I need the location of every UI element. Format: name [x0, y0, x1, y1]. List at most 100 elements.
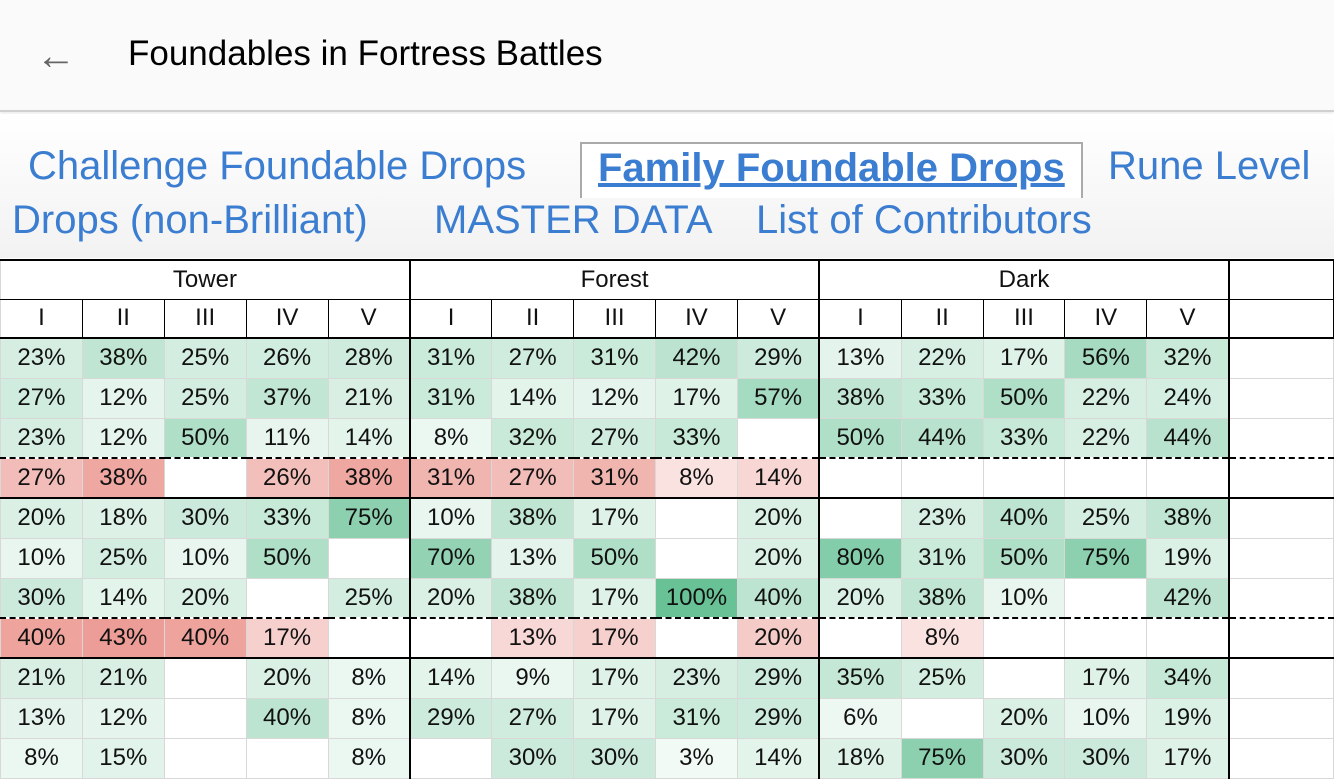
drop-rate-cell[interactable]: 31% — [573, 337, 656, 379]
drop-rate-cell[interactable]: 27% — [573, 417, 656, 459]
drop-rate-cell[interactable]: 21% — [327, 377, 411, 419]
drop-rate-cell[interactable]: 28% — [327, 337, 411, 379]
drop-rate-cell[interactable] — [245, 577, 329, 619]
drop-rate-cell[interactable]: 30% — [491, 737, 575, 779]
drop-rate-cell[interactable]: 21% — [0, 657, 83, 699]
drop-rate-cell[interactable]: 8% — [0, 737, 83, 779]
drop-rate-cell[interactable]: 33% — [900, 377, 984, 419]
drop-rate-cell[interactable]: 23% — [900, 497, 984, 539]
drop-rate-cell[interactable]: 13% — [818, 337, 902, 379]
drop-rate-cell[interactable]: 10% — [409, 497, 493, 539]
drop-rate-cell[interactable]: 33% — [245, 497, 329, 539]
drop-rate-cell[interactable]: 25% — [81, 537, 165, 579]
drop-rate-cell[interactable] — [900, 457, 984, 499]
drop-rate-cell[interactable]: 32% — [1146, 337, 1230, 379]
drop-rate-cell[interactable]: 38% — [81, 457, 165, 499]
drop-rate-cell[interactable]: 44% — [1146, 417, 1230, 459]
drop-rate-cell[interactable]: 20% — [818, 577, 902, 619]
drop-rate-cell[interactable]: 42% — [655, 337, 738, 379]
tab-rune-level[interactable]: Rune Level — [1108, 144, 1311, 188]
drop-rate-cell[interactable]: 25% — [163, 337, 247, 379]
tab-list-of-contributors[interactable]: List of Contributors — [756, 198, 1092, 242]
drop-rate-cell[interactable]: 31% — [409, 377, 493, 419]
drop-rate-cell[interactable]: 22% — [1064, 377, 1148, 419]
drop-rate-cell[interactable]: 33% — [982, 417, 1066, 459]
drop-rate-cell[interactable]: 17% — [982, 337, 1066, 379]
drop-rate-cell[interactable]: 12% — [81, 377, 165, 419]
drop-rate-cell[interactable]: 57% — [736, 377, 821, 419]
drop-rate-cell[interactable]: 18% — [818, 737, 902, 779]
drop-rate-cell[interactable]: 12% — [573, 377, 656, 419]
drop-rate-cell[interactable]: 40% — [736, 577, 821, 619]
drop-rate-cell[interactable]: 17% — [573, 657, 656, 699]
drop-rate-cell[interactable] — [163, 657, 247, 699]
drop-rate-cell[interactable]: 40% — [0, 617, 83, 659]
drop-rate-cell[interactable]: 50% — [245, 537, 329, 579]
drop-rate-cell[interactable]: 15% — [81, 737, 165, 779]
drop-rate-cell[interactable]: 17% — [1146, 737, 1230, 779]
drop-rate-cell[interactable]: 27% — [491, 697, 575, 739]
drop-rate-cell[interactable] — [1146, 617, 1230, 659]
drop-rate-cell[interactable]: 22% — [900, 337, 984, 379]
drop-rate-cell[interactable]: 21% — [81, 657, 165, 699]
drop-rate-cell[interactable]: 38% — [491, 497, 575, 539]
drop-rate-cell[interactable]: 38% — [81, 337, 165, 379]
drop-rate-cell[interactable] — [163, 697, 247, 739]
drop-rate-cell[interactable]: 100% — [655, 577, 738, 619]
tab-challenge-foundable-drops[interactable]: Challenge Foundable Drops — [28, 144, 527, 188]
drop-rate-cell[interactable] — [409, 737, 493, 779]
drop-rate-cell[interactable]: 75% — [327, 497, 411, 539]
drop-rate-cell[interactable]: 3% — [655, 737, 738, 779]
drop-rate-cell[interactable]: 8% — [655, 457, 738, 499]
tab-master-data[interactable]: MASTER DATA — [434, 198, 713, 242]
drop-rate-cell[interactable]: 25% — [163, 377, 247, 419]
drop-rate-cell[interactable]: 27% — [0, 377, 83, 419]
drop-rate-cell[interactable]: 10% — [0, 537, 83, 579]
drop-rate-cell[interactable]: 10% — [1064, 697, 1148, 739]
drop-rate-cell[interactable]: 14% — [491, 377, 575, 419]
drop-rate-cell[interactable]: 20% — [982, 697, 1066, 739]
drop-rate-cell[interactable]: 38% — [1146, 497, 1230, 539]
drop-rate-cell[interactable]: 29% — [736, 337, 821, 379]
drop-rate-cell[interactable]: 17% — [1064, 657, 1148, 699]
drop-rate-cell[interactable]: 14% — [409, 657, 493, 699]
drop-rate-cell[interactable]: 37% — [245, 377, 329, 419]
drop-rate-cell[interactable]: 27% — [491, 457, 575, 499]
drop-rate-cell[interactable]: 23% — [655, 657, 738, 699]
drop-rate-cell[interactable]: 23% — [0, 337, 83, 379]
drop-rate-cell[interactable] — [655, 537, 738, 579]
drop-rate-cell[interactable] — [163, 457, 247, 499]
drop-rate-cell[interactable]: 75% — [1064, 537, 1148, 579]
drop-rate-cell[interactable]: 17% — [245, 617, 329, 659]
drop-rate-cell[interactable] — [1146, 457, 1230, 499]
drop-rate-cell[interactable] — [1064, 457, 1148, 499]
drop-rate-cell[interactable]: 75% — [900, 737, 984, 779]
drop-rate-cell[interactable]: 38% — [900, 577, 984, 619]
drop-rate-cell[interactable]: 20% — [0, 497, 83, 539]
drop-rate-cell[interactable]: 29% — [409, 697, 493, 739]
drop-rate-cell[interactable]: 20% — [409, 577, 493, 619]
drop-rate-cell[interactable]: 26% — [245, 337, 329, 379]
drop-rate-cell[interactable]: 50% — [818, 417, 902, 459]
drop-rate-cell[interactable]: 13% — [491, 617, 575, 659]
back-arrow-icon[interactable]: ← — [36, 34, 76, 78]
drop-rate-cell[interactable]: 10% — [982, 577, 1066, 619]
drop-rate-cell[interactable]: 31% — [900, 537, 984, 579]
drop-rate-cell[interactable]: 29% — [736, 657, 821, 699]
drop-rate-cell[interactable]: 33% — [655, 417, 738, 459]
drop-rate-cell[interactable]: 27% — [491, 337, 575, 379]
drop-rate-cell[interactable]: 34% — [1146, 657, 1230, 699]
drop-rate-cell[interactable]: 14% — [81, 577, 165, 619]
drop-rate-cell[interactable]: 13% — [491, 537, 575, 579]
drop-rate-cell[interactable]: 42% — [1146, 577, 1230, 619]
drop-rate-cell[interactable]: 14% — [736, 737, 821, 779]
drop-rate-cell[interactable]: 40% — [163, 617, 247, 659]
drop-rate-cell[interactable]: 19% — [1146, 537, 1230, 579]
tab-family-foundable-drops[interactable]: Family Foundable Drops — [580, 142, 1083, 198]
drop-rate-cell[interactable]: 8% — [409, 417, 493, 459]
drop-rate-cell[interactable]: 56% — [1064, 337, 1148, 379]
drop-rate-cell[interactable]: 40% — [982, 497, 1066, 539]
drop-rate-cell[interactable]: 13% — [0, 697, 83, 739]
drop-rate-cell[interactable] — [163, 737, 247, 779]
drop-rate-cell[interactable]: 17% — [573, 577, 656, 619]
